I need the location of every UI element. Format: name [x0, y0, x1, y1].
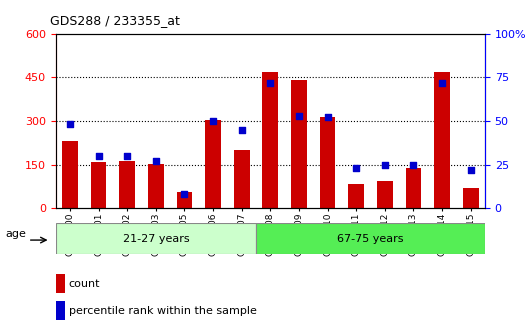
- Text: age: age: [5, 229, 26, 239]
- Bar: [291, 80, 307, 208]
- Text: 21-27 years: 21-27 years: [122, 234, 189, 244]
- Bar: [405, 168, 421, 208]
- Point: [466, 167, 475, 173]
- Bar: [377, 181, 393, 208]
- Point: [295, 113, 303, 118]
- Point: [438, 80, 446, 85]
- Text: GDS288 / 233355_at: GDS288 / 233355_at: [50, 14, 180, 27]
- Bar: [148, 164, 164, 208]
- Text: 67-75 years: 67-75 years: [337, 234, 404, 244]
- Bar: [91, 162, 107, 208]
- Bar: [119, 161, 135, 208]
- Bar: [62, 141, 78, 208]
- Point: [180, 192, 189, 197]
- Bar: [176, 192, 192, 208]
- Point: [381, 162, 389, 167]
- Point: [94, 153, 103, 159]
- Point: [323, 115, 332, 120]
- Bar: [56, 223, 256, 254]
- Bar: [262, 72, 278, 208]
- Bar: [205, 120, 221, 208]
- Point: [152, 159, 160, 164]
- Point: [209, 118, 217, 124]
- Point: [352, 165, 360, 171]
- Bar: [56, 301, 65, 320]
- Bar: [463, 188, 479, 208]
- Point: [237, 127, 246, 132]
- Bar: [56, 274, 65, 293]
- Text: percentile rank within the sample: percentile rank within the sample: [68, 306, 257, 316]
- Point: [266, 80, 275, 85]
- Point: [409, 162, 418, 167]
- Bar: [434, 72, 450, 208]
- Bar: [348, 183, 364, 208]
- Bar: [256, 223, 485, 254]
- Bar: [320, 117, 335, 208]
- Text: count: count: [68, 279, 100, 289]
- Point: [123, 153, 131, 159]
- Point: [66, 122, 74, 127]
- Bar: [234, 150, 250, 208]
